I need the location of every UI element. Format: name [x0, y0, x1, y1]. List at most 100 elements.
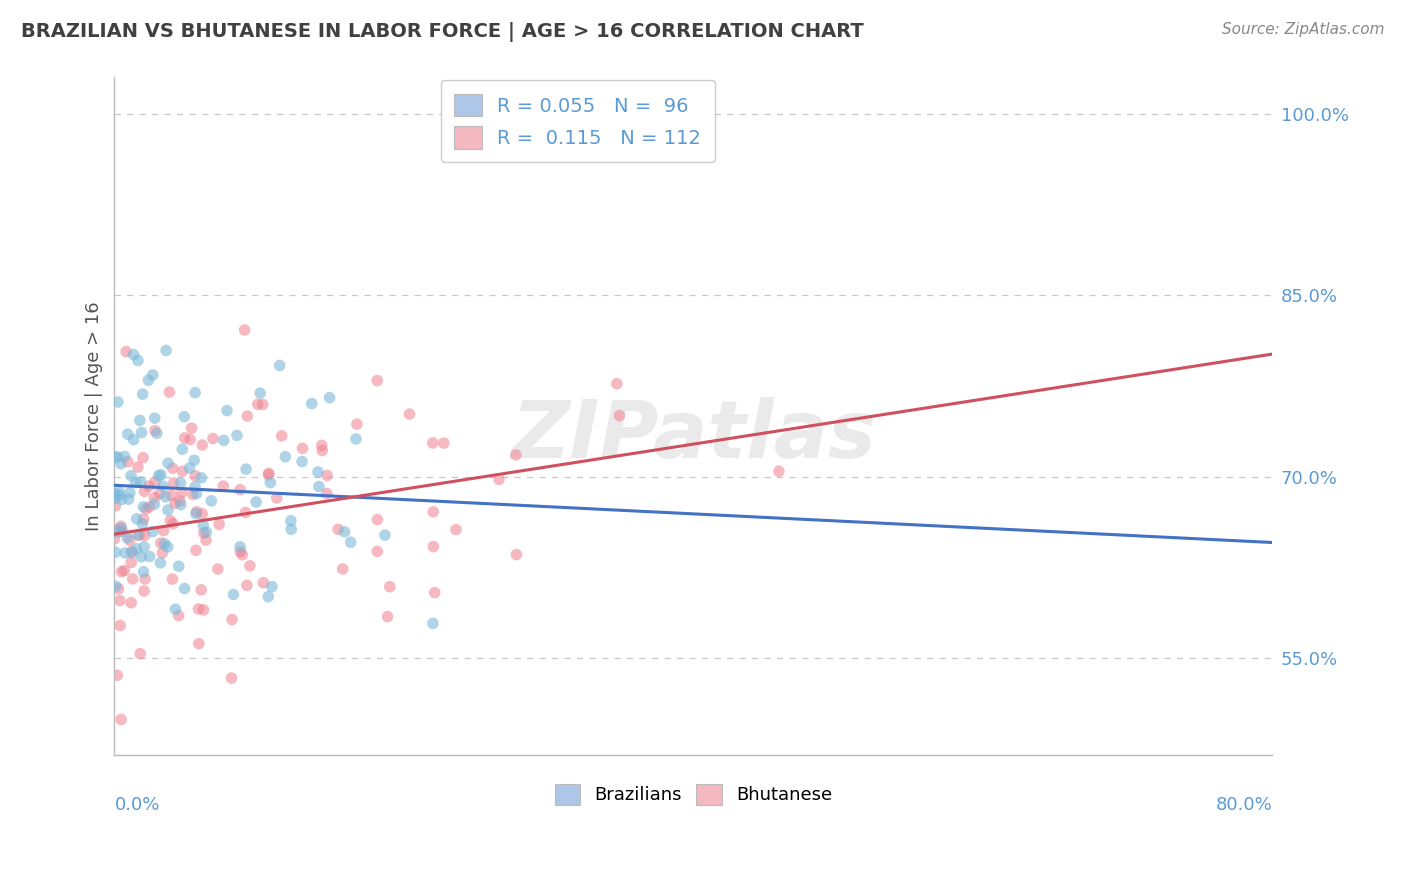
Bhutanese — [180, 421, 202, 435]
Brazilians — [132, 500, 155, 514]
Brazilians — [149, 556, 172, 570]
Brazilians — [131, 549, 153, 564]
Bhutanese — [201, 432, 224, 446]
Bhutanese — [236, 578, 259, 592]
Bhutanese — [433, 436, 456, 450]
Bhutanese — [311, 438, 333, 452]
Brazilians — [132, 565, 155, 579]
Brazilians — [167, 559, 190, 574]
Brazilians — [169, 476, 191, 491]
Bhutanese — [270, 429, 292, 443]
Bhutanese — [444, 523, 467, 537]
Brazilians — [170, 498, 193, 512]
Brazilians — [155, 343, 177, 358]
Bhutanese — [422, 505, 444, 519]
Bhutanese — [115, 344, 138, 359]
Brazilians — [235, 462, 257, 476]
Brazilians — [120, 468, 142, 483]
Bhutanese — [233, 323, 256, 337]
Bhutanese — [170, 485, 193, 500]
Brazilians — [245, 495, 267, 509]
Bhutanese — [190, 582, 212, 597]
Bhutanese — [107, 582, 129, 596]
Brazilians — [173, 582, 195, 596]
Brazilians — [301, 396, 323, 410]
Brazilians — [104, 545, 127, 559]
Bhutanese — [152, 524, 174, 538]
Brazilians — [104, 491, 127, 506]
Bhutanese — [236, 409, 259, 423]
Bhutanese — [108, 618, 131, 632]
Bhutanese — [422, 540, 444, 554]
Brazilians — [186, 486, 208, 500]
Bhutanese — [326, 522, 349, 536]
Brazilians — [118, 485, 141, 500]
Brazilians — [129, 475, 152, 489]
Brazilians — [152, 479, 174, 493]
Brazilians — [212, 434, 235, 448]
Brazilians — [308, 479, 330, 493]
Bhutanese — [132, 584, 155, 599]
Brazilians — [226, 428, 249, 442]
Brazilians — [134, 540, 156, 554]
Bhutanese — [505, 448, 527, 462]
Bhutanese — [110, 565, 132, 579]
Brazilians — [107, 395, 129, 409]
Bhutanese — [181, 487, 204, 501]
Bhutanese — [505, 548, 527, 562]
Brazilians — [127, 528, 149, 542]
Bhutanese — [163, 475, 186, 490]
Bhutanese — [606, 376, 628, 391]
Bhutanese — [221, 671, 243, 685]
Bhutanese — [316, 468, 339, 483]
Brazilians — [291, 454, 314, 468]
Brazilians — [165, 602, 187, 616]
Brazilians — [259, 475, 281, 490]
Brazilians — [195, 525, 218, 540]
Bhutanese — [311, 443, 333, 458]
Bhutanese — [346, 417, 368, 432]
Brazilians — [172, 442, 194, 457]
Brazilians — [333, 524, 356, 539]
Y-axis label: In Labor Force | Age > 16: In Labor Force | Age > 16 — [86, 301, 103, 531]
Brazilians — [125, 541, 148, 556]
Text: ZIPatlas: ZIPatlas — [510, 398, 876, 475]
Brazilians — [117, 531, 139, 545]
Bhutanese — [134, 484, 156, 499]
Bhutanese — [229, 483, 252, 497]
Bhutanese — [169, 494, 191, 508]
Bhutanese — [149, 536, 172, 550]
Bhutanese — [127, 460, 149, 475]
Bhutanese — [378, 580, 401, 594]
Brazilians — [110, 457, 132, 471]
Brazilians — [184, 480, 207, 494]
Bhutanese — [117, 455, 139, 469]
Brazilians — [125, 512, 148, 526]
Bhutanese — [128, 528, 150, 542]
Brazilians — [200, 493, 222, 508]
Brazilians — [260, 580, 283, 594]
Bhutanese — [191, 507, 214, 521]
Bhutanese — [239, 558, 262, 573]
Brazilians — [153, 537, 176, 551]
Bhutanese — [257, 467, 280, 481]
Bhutanese — [179, 433, 201, 447]
Brazilians — [307, 465, 329, 479]
Bhutanese — [366, 544, 388, 558]
Bhutanese — [173, 431, 195, 445]
Bhutanese — [120, 596, 142, 610]
Brazilians — [108, 484, 131, 499]
Bhutanese — [221, 613, 243, 627]
Bhutanese — [488, 472, 510, 486]
Brazilians — [107, 450, 129, 464]
Bhutanese — [149, 486, 172, 500]
Bhutanese — [120, 555, 142, 569]
Bhutanese — [252, 397, 274, 411]
Brazilians — [104, 487, 127, 501]
Brazilians — [274, 450, 297, 464]
Legend: Brazilians, Bhutanese: Brazilians, Bhutanese — [546, 775, 841, 814]
Bhutanese — [143, 491, 166, 505]
Bhutanese — [332, 562, 354, 576]
Brazilians — [122, 433, 145, 447]
Text: Source: ZipAtlas.com: Source: ZipAtlas.com — [1222, 22, 1385, 37]
